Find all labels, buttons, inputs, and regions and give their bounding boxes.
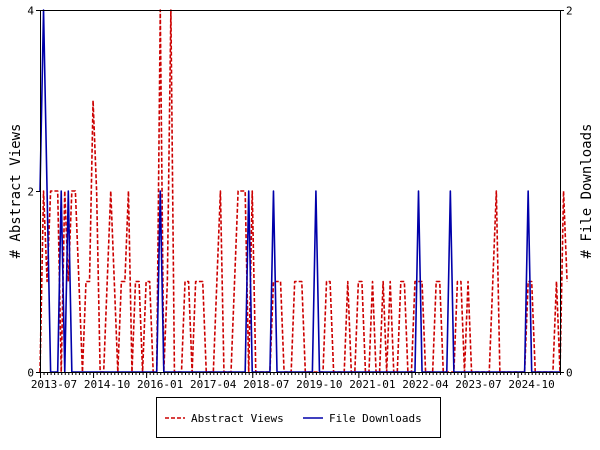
x-tick-label: 2019-10 xyxy=(296,378,342,391)
y-left-tick-label: 4 xyxy=(27,5,34,18)
plot-frame xyxy=(40,10,561,373)
y-right-tick-label: 2 xyxy=(566,5,573,18)
legend-label-file-downloads: File Downloads xyxy=(329,412,422,425)
series-line-abstract-views xyxy=(39,9,568,373)
y-axes: 0 2 4 0 2 xyxy=(27,5,572,380)
x-tick-label: 2024-10 xyxy=(508,378,554,391)
x-axis: 2013-07 2014-10 2016-01 2017-04 2018-07 2019-… xyxy=(31,372,561,391)
x-tick-label: 2016-01 xyxy=(137,378,183,391)
x-tick-label: 2023-07 xyxy=(455,378,501,391)
x-tick-label: 2013-07 xyxy=(31,378,77,391)
y-right-tick-label: 0 xyxy=(566,367,573,380)
series-line-file-downloads xyxy=(39,9,560,373)
legend-box xyxy=(156,397,441,438)
x-tick-label: 2021-01 xyxy=(349,378,395,391)
y-axis-left-title: # Abstract Views xyxy=(8,124,24,259)
y-left-tick-label: 0 xyxy=(27,367,34,380)
y-axis-right-title: # File Downloads xyxy=(579,124,595,259)
legend-label-abstract-views: Abstract Views xyxy=(191,412,284,425)
x-tick-label: 2014-10 xyxy=(84,378,130,391)
x-tick-label: 2017-04 xyxy=(190,378,237,391)
x-tick-label: 2022-04 xyxy=(402,378,449,391)
x-tick-label: 2018-07 xyxy=(243,378,289,391)
legend: Abstract Views File Downloads xyxy=(156,397,441,438)
y-left-tick-label: 2 xyxy=(27,186,34,199)
series-layer xyxy=(39,9,568,373)
